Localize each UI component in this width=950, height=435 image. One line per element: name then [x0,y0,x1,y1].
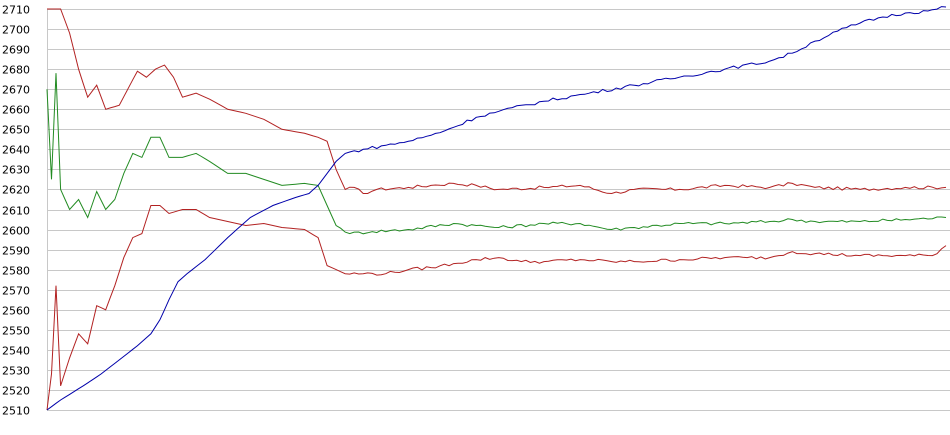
y-tick-label: 2680 [2,64,30,77]
y-tick-label: 2580 [2,265,30,278]
y-tick-label: 2550 [2,325,30,338]
series-line-4 [46,6,947,411]
y-tick-label: 2700 [2,24,30,37]
y-tick-label: 2520 [2,385,30,398]
series-line-3 [46,205,947,411]
series-group [46,6,947,411]
y-tick-label: 2640 [2,144,30,157]
y-axis-tick-labels: 2510 2520 2530 2540 2550 2560 2570 2580 2590 2600… [2,4,30,418]
series-line-2 [46,73,947,235]
series-line-1 [47,8,947,195]
y-tick-label: 2530 [2,365,30,378]
y-tick-label: 2620 [2,184,30,197]
y-tick-label: 2710 [2,4,30,17]
y-tick-label: 2690 [2,44,30,57]
y-tick-label: 2660 [2,104,30,117]
y-tick-label: 2510 [2,405,30,418]
y-tick-label: 2600 [2,225,30,238]
y-tick-label: 2560 [2,305,30,318]
y-tick-label: 2670 [2,84,30,97]
y-tick-label: 2540 [2,345,30,358]
y-tick-label: 2610 [2,205,30,218]
y-tick-label: 2590 [2,245,30,258]
y-tick-label: 2650 [2,124,30,137]
y-tick-label: 2570 [2,285,30,298]
y-tick-label: 2630 [2,164,30,177]
